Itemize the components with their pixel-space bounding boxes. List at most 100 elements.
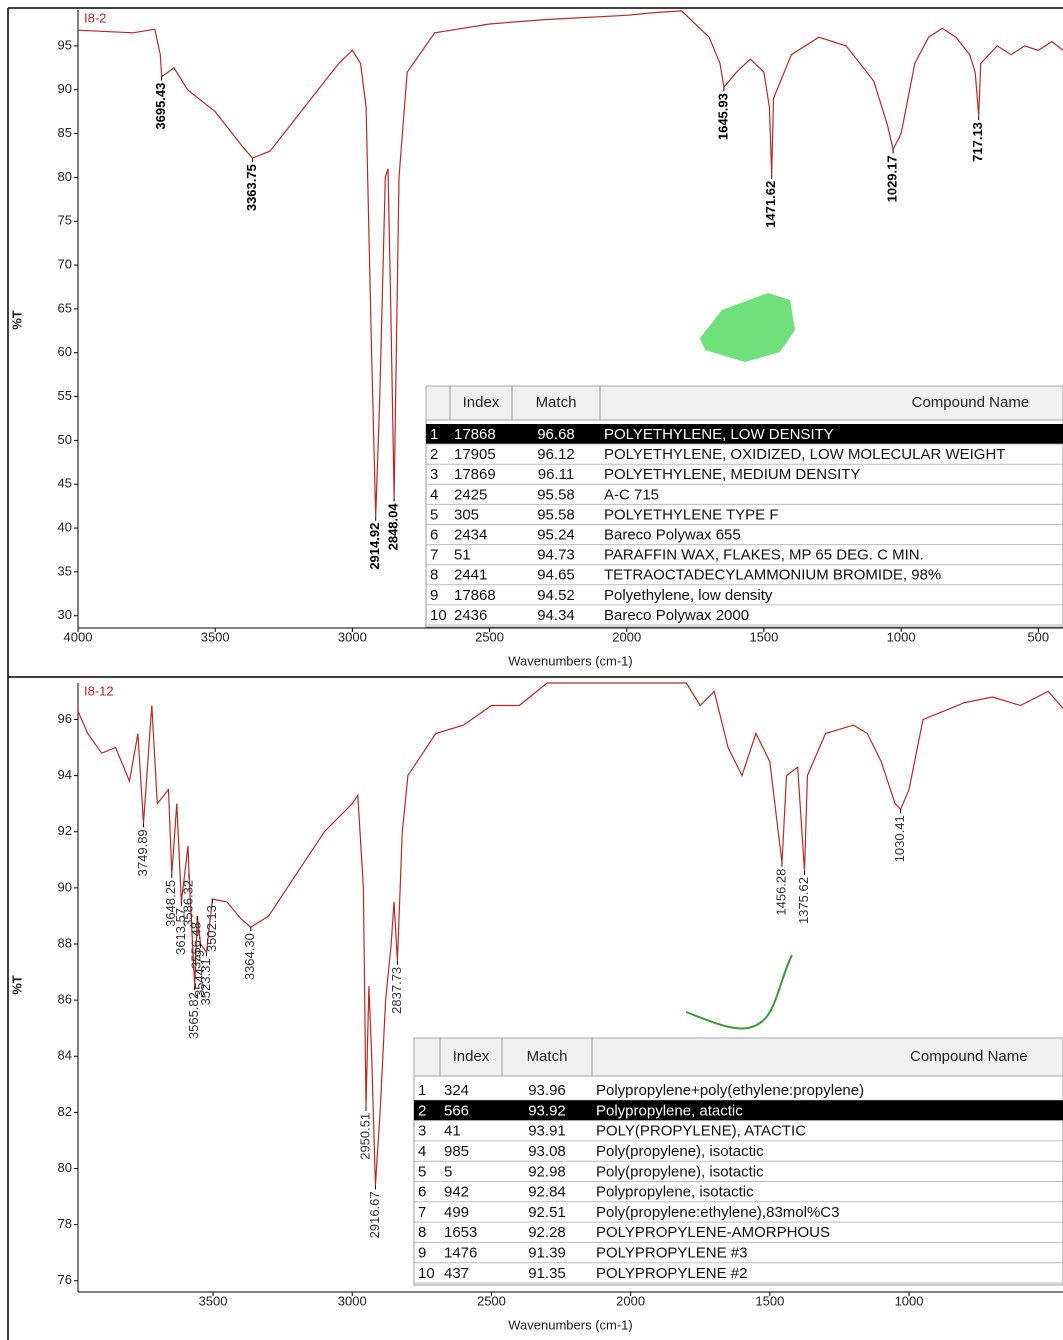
table-cell: 7 [430, 547, 438, 564]
table-cell: POLYPROPYLENE #2 [596, 1265, 747, 1282]
table-cell: 6 [418, 1184, 426, 1201]
x-axis-label: Wavenumbers (cm-1) [508, 653, 632, 668]
y-tick-label: 45 [58, 476, 72, 491]
peak-label: 3502.13 [204, 905, 219, 952]
x-tick-label: 3500 [201, 629, 230, 644]
table-cell: 10 [418, 1265, 435, 1282]
peak-label: 2837.73 [389, 967, 404, 1014]
table-cell: 437 [444, 1265, 469, 1282]
table-cell: 95.58 [537, 506, 575, 523]
table-cell: 2 [418, 1102, 426, 1119]
table-cell: 91.39 [528, 1245, 566, 1262]
y-tick-label: 70 [58, 257, 72, 272]
table-cell: 9 [430, 587, 438, 604]
y-tick-label: 80 [58, 169, 72, 184]
table-cell: Polyethylene, low density [604, 587, 773, 604]
table-cell: 17869 [454, 466, 496, 483]
table-cell: 92.28 [528, 1224, 566, 1241]
table-cell: POLYPROPYLENE-AMORPHOUS [596, 1224, 830, 1241]
y-tick-label: 75 [58, 213, 72, 228]
table-cell: Polypropylene+poly(ethylene:propylene) [596, 1082, 864, 1099]
y-axis-label: %T [9, 310, 24, 330]
table-cell: POLYETHYLENE TYPE F [604, 506, 779, 523]
x-tick-label: 500 [1027, 629, 1049, 644]
table-cell: 1476 [444, 1245, 477, 1262]
table-cell: 3 [430, 466, 438, 483]
x-tick-label: 1000 [895, 1293, 924, 1308]
match-table: Index Match Compound Name 1 17868 96.68 POLYET… [425, 385, 1063, 628]
y-tick-label: 55 [58, 388, 72, 403]
table-cell: 2434 [454, 527, 487, 544]
peak-label: 3556.48 [189, 922, 204, 969]
table-cell: 2 [430, 446, 438, 463]
table-cell: A-C 715 [604, 486, 659, 503]
peak-label: 2848.04 [386, 503, 401, 551]
peak-label: 3695.43 [153, 83, 168, 130]
spectrum-line [77, 682, 1063, 1186]
y-tick-label: 30 [58, 607, 72, 622]
y-tick-label: 65 [58, 300, 72, 315]
table-cell: 5 [430, 506, 438, 523]
table-cell: 499 [444, 1204, 469, 1221]
peak-label: 3648.25 [163, 880, 178, 927]
table-cell: Poly(propylene), isotactic [596, 1143, 764, 1160]
table-cell: Poly(propylene), isotactic [596, 1163, 764, 1180]
table-cell: 93.92 [528, 1102, 566, 1119]
table-cell: 8 [418, 1224, 426, 1241]
peak-label: 1375.62 [796, 877, 811, 924]
table-cell: POLYETHYLENE, OXIDIZED, LOW MOLECULAR WE… [604, 446, 1005, 463]
table-cell: TETRAOCTADECYLAMMONIUM BROMIDE, 98% [604, 567, 941, 584]
column-header: Index [453, 1048, 490, 1065]
table-cell: 2436 [454, 607, 487, 624]
table-cell: 94.34 [537, 607, 575, 624]
table-cell: 942 [444, 1184, 469, 1201]
table-cell: 305 [454, 506, 479, 523]
table-cell: 94.52 [537, 587, 575, 604]
table-cell: POLY(PROPYLENE), ATACTIC [596, 1123, 806, 1140]
x-tick-label: 3000 [338, 1293, 367, 1308]
selected-row [426, 424, 1063, 445]
table-cell: 985 [444, 1143, 469, 1160]
table-cell: 95.58 [537, 486, 575, 503]
table-cell: Poly(propylene:ethylene),83mol%C3 [596, 1204, 839, 1221]
table-cell: 96.12 [537, 446, 575, 463]
column-header: Match [536, 394, 577, 411]
table-cell: 94.73 [537, 547, 575, 564]
table-cell: 17905 [454, 446, 496, 463]
chart-title: I8-2 [84, 10, 106, 25]
y-tick-label: 88 [58, 935, 72, 950]
y-tick-label: 96 [58, 711, 72, 726]
table-cell: 8 [430, 567, 438, 584]
chart-title: I8-12 [84, 683, 114, 698]
x-tick-label: 4000 [64, 629, 93, 644]
x-axis-label: Wavenumbers (cm-1) [508, 1317, 632, 1332]
peak-label: 1029.17 [885, 155, 900, 202]
table-cell: 92.84 [528, 1184, 566, 1201]
peak-label: 3544.79 [192, 950, 207, 997]
y-tick-label: 80 [58, 1160, 72, 1175]
x-tick-label: 2000 [616, 1293, 645, 1308]
peak-label: 1030.41 [892, 815, 907, 862]
table-cell: 96.68 [537, 426, 575, 443]
y-tick-label: 95 [58, 37, 72, 52]
table-cell: PARAFFIN WAX, FLAKES, MP 65 DEG. C MIN. [604, 547, 924, 564]
peak-label: 3613.57 [173, 908, 188, 955]
spectrum-line [77, 10, 1063, 517]
table-cell: 1 [430, 426, 438, 443]
peak-label: 1471.62 [763, 181, 778, 228]
sample-photo [685, 954, 793, 1030]
y-tick-label: 76 [58, 1272, 72, 1287]
peak-label: 1645.93 [715, 93, 730, 140]
table-cell: 92.51 [528, 1204, 566, 1221]
selected-row [414, 1100, 1063, 1121]
table-cell: POLYETHYLENE, LOW DENSITY [604, 426, 834, 443]
column-header: Compound Name [910, 1048, 1028, 1065]
table-cell: 91.35 [528, 1265, 566, 1282]
sample-photo [700, 293, 795, 362]
column-header: Match [527, 1048, 568, 1065]
table-cell: 566 [444, 1102, 469, 1119]
column-header: Index [463, 394, 500, 411]
y-tick-label: 60 [58, 344, 72, 359]
